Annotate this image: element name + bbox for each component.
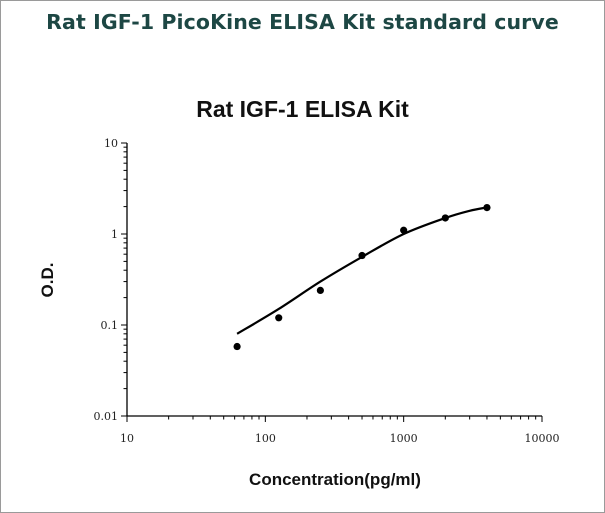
x-tick-label: 10 [120,432,134,445]
data-point [441,214,449,222]
y-tick-label: 1 [111,228,118,241]
data-point [316,286,324,295]
data-point [483,204,491,212]
x-tick-label: 10000 [525,432,560,445]
fit-curve-line [236,206,488,335]
y-tick-label: 10 [104,137,118,150]
data-point [400,226,408,234]
y-tick-label: 0.01 [94,410,119,423]
data-point [275,314,283,322]
x-tick-label: 100 [255,432,276,445]
page-title: Rat IGF-1 PicoKine ELISA Kit standard cu… [46,10,559,34]
y-tick-label: 0.1 [101,319,119,332]
chart-title: Rat IGF-1 ELISA Kit [196,96,409,122]
x-tick-label: 1000 [390,432,418,445]
x-axis-label: Concentration(pg/ml) [249,470,421,489]
data-point [233,342,241,351]
data-point [358,251,366,260]
